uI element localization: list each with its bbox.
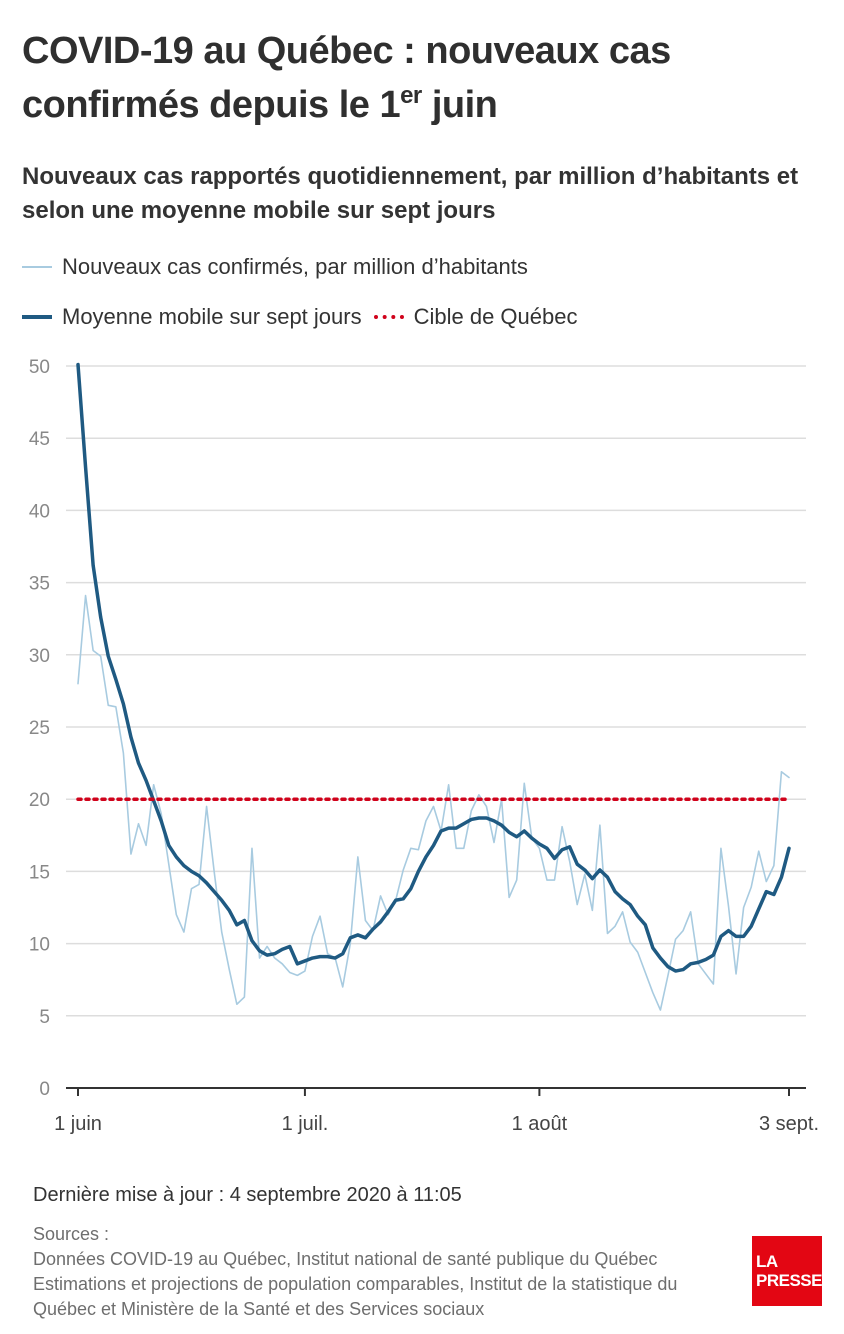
chart-title-end: juin	[421, 84, 498, 126]
legend-swatch-average	[22, 315, 52, 319]
grid-layer	[66, 365, 806, 1017]
logo-line-2: PRESSE	[756, 1271, 822, 1290]
sources-label: Sources :	[33, 1224, 110, 1244]
source-line: Données COVID-19 au Québec, Institut nat…	[33, 1249, 658, 1269]
y-tick-label: 20	[29, 790, 50, 811]
legend-item-daily: Nouveaux cas confirmés, par million d’ha…	[22, 254, 528, 280]
chart-subtitle: Nouveaux cas rapportés quotidiennement, …	[22, 163, 799, 224]
legend-swatch-daily	[22, 266, 52, 268]
y-tick-label: 30	[29, 646, 50, 667]
legend-row-average: Moyenne mobile sur sept jours Cible de Q…	[22, 302, 589, 332]
y-tick-label: 50	[29, 357, 50, 378]
y-tick-label: 10	[29, 935, 50, 956]
chart-title: COVID-19 au Québec : nouveaux cas confir…	[22, 24, 822, 132]
source-line: Québec et Ministère de la Santé et des S…	[33, 1299, 485, 1319]
x-tick-label: 1 juil.	[282, 1113, 329, 1135]
x-axis: 1 juin 1 juil. 1 août 3 sept.	[54, 1087, 819, 1135]
y-tick-label: 0	[39, 1079, 50, 1100]
y-tick-label: 35	[29, 574, 50, 595]
legend-label-average: Moyenne mobile sur sept jours	[62, 304, 362, 329]
y-tick-label: 25	[29, 718, 50, 739]
last-updated: Dernière mise à jour : 4 septembre 2020 …	[33, 1184, 462, 1206]
y-tick-labels: 0 5 10 15 20 25 30 35 40 45 50	[29, 357, 50, 1100]
logo-line-1: LA	[756, 1252, 778, 1271]
y-tick-label: 15	[29, 862, 50, 883]
x-tick-label: 1 juin	[54, 1113, 102, 1135]
legend-item-average: Moyenne mobile sur sept jours	[22, 304, 362, 330]
x-tick-label: 1 août	[512, 1113, 568, 1135]
legend-label-target: Cible de Québec	[413, 304, 578, 329]
la-presse-logo: LA PRESSE	[752, 1236, 822, 1306]
legend-row-daily: Nouveaux cas confirmés, par million d’ha…	[22, 252, 540, 282]
series-layer	[76, 362, 791, 1011]
legend-label-daily: Nouveaux cas confirmés, par million d’ha…	[62, 254, 528, 279]
daily-cases-line	[77, 594, 790, 1011]
line-chart: 0 5 10 15 20 25 30 35 40 45 50 1 juin 1 juil. 1 août…	[29, 357, 819, 1135]
source-line: Estimations et projections de population…	[33, 1274, 678, 1294]
y-tick-label: 45	[29, 429, 50, 450]
y-tick-label: 5	[39, 1007, 50, 1028]
x-tick-label: 3 sept.	[759, 1113, 819, 1135]
moving-average-line	[76, 362, 791, 973]
legend-item-target: Cible de Québec	[373, 304, 578, 330]
chart-title-superscript: er	[400, 82, 422, 109]
sources: Sources : Données COVID-19 au Québec, In…	[33, 1222, 677, 1322]
legend-swatch-target	[373, 315, 404, 319]
y-tick-label: 40	[29, 501, 50, 522]
chart-title-main: COVID-19 au Québec : nouveaux cas confir…	[22, 30, 671, 126]
